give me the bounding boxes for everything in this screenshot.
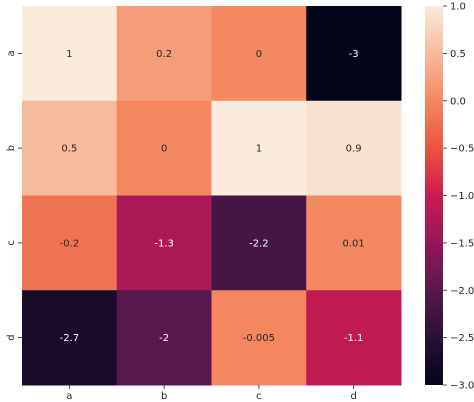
heatmap-cell-d-a xyxy=(22,290,118,386)
colorbar-tick-label: −1.5 xyxy=(450,238,474,249)
cell-annotation-d-d: -1.1 xyxy=(344,333,364,344)
colorbar-tick-label: −1.0 xyxy=(450,191,474,202)
cell-annotation-a-c: 0 xyxy=(256,49,262,60)
x-tick-label-d: d xyxy=(350,391,356,402)
heatmap-cell-d-c xyxy=(211,290,307,386)
heatmap-cell-b-a xyxy=(22,100,118,196)
heatmap-cell-b-b xyxy=(116,100,212,196)
cell-annotation-d-c: -0.005 xyxy=(243,333,275,344)
cell-annotation-a-a: 1 xyxy=(66,49,72,60)
colorbar-tick-label: −2.0 xyxy=(450,286,474,297)
heatmap-cell-c-a xyxy=(22,195,118,291)
heatmap-cell-c-c xyxy=(211,195,307,291)
cell-annotation-c-a: -0.2 xyxy=(60,238,80,249)
y-tick-label-a: a xyxy=(6,50,17,56)
cell-annotation-b-a: 0.5 xyxy=(61,144,77,155)
cell-annotation-b-c: 1 xyxy=(256,144,262,155)
cell-annotation-c-b: -1.3 xyxy=(154,238,174,249)
heatmap-cell-a-c xyxy=(211,6,307,102)
x-tick-label-a: a xyxy=(66,391,72,402)
cell-annotation-a-d: -3 xyxy=(349,49,359,60)
cell-annotation-a-b: 0.2 xyxy=(156,49,172,60)
colorbar-tick-label: −0.5 xyxy=(450,144,474,155)
x-axis-ticks: a b c d xyxy=(66,385,357,402)
heatmap-cell-c-d xyxy=(306,195,402,291)
cell-annotation-d-b: -2 xyxy=(159,333,169,344)
y-tick-label-b: b xyxy=(6,145,17,151)
cell-annotation-b-b: 0 xyxy=(161,144,167,155)
colorbar-tick-label: −3.0 xyxy=(450,381,474,392)
cell-annotation-c-d: 0.01 xyxy=(342,238,364,249)
heatmap-cell-b-d xyxy=(306,100,402,196)
x-tick-label-b: b xyxy=(161,391,167,402)
y-axis-ticks: a b c d xyxy=(6,50,22,341)
colorbar: 1.0 0.5 0.0 −0.5 −1.0 −1.5 −2.0 −2.5 −3.0 xyxy=(425,2,474,392)
y-tick-label-d: d xyxy=(6,334,17,340)
y-tick-label-c: c xyxy=(6,240,17,246)
heatmap-cell-b-c xyxy=(211,100,307,196)
heatmap-cell-c-b xyxy=(116,195,212,291)
heatmap-cells xyxy=(22,6,402,386)
colorbar-tick-label: −2.5 xyxy=(450,333,474,344)
colorbar-bar xyxy=(425,6,443,385)
cell-annotation-c-c: -2.2 xyxy=(249,238,269,249)
cell-annotation-b-d: 0.9 xyxy=(346,144,362,155)
heatmap-cell-a-a xyxy=(22,6,118,102)
x-tick-label-c: c xyxy=(256,391,262,402)
heatmap-cell-d-b xyxy=(116,290,212,386)
colorbar-tick-label: 0.5 xyxy=(450,49,466,60)
heatmap-cell-d-d xyxy=(306,290,402,386)
heatmap-cell-a-b xyxy=(116,6,212,102)
cell-annotation-d-a: -2.7 xyxy=(60,333,80,344)
cell-annotations: 1 0.2 0 -3 0.5 0 1 0.9 -0.2 -1.3 -2.2 0.01 -2.7 -2 -0.… xyxy=(60,49,365,344)
colorbar-tick-label: 0.0 xyxy=(450,96,466,107)
heatmap-cell-a-d xyxy=(306,6,402,102)
colorbar-tick-label: 1.0 xyxy=(450,2,466,13)
